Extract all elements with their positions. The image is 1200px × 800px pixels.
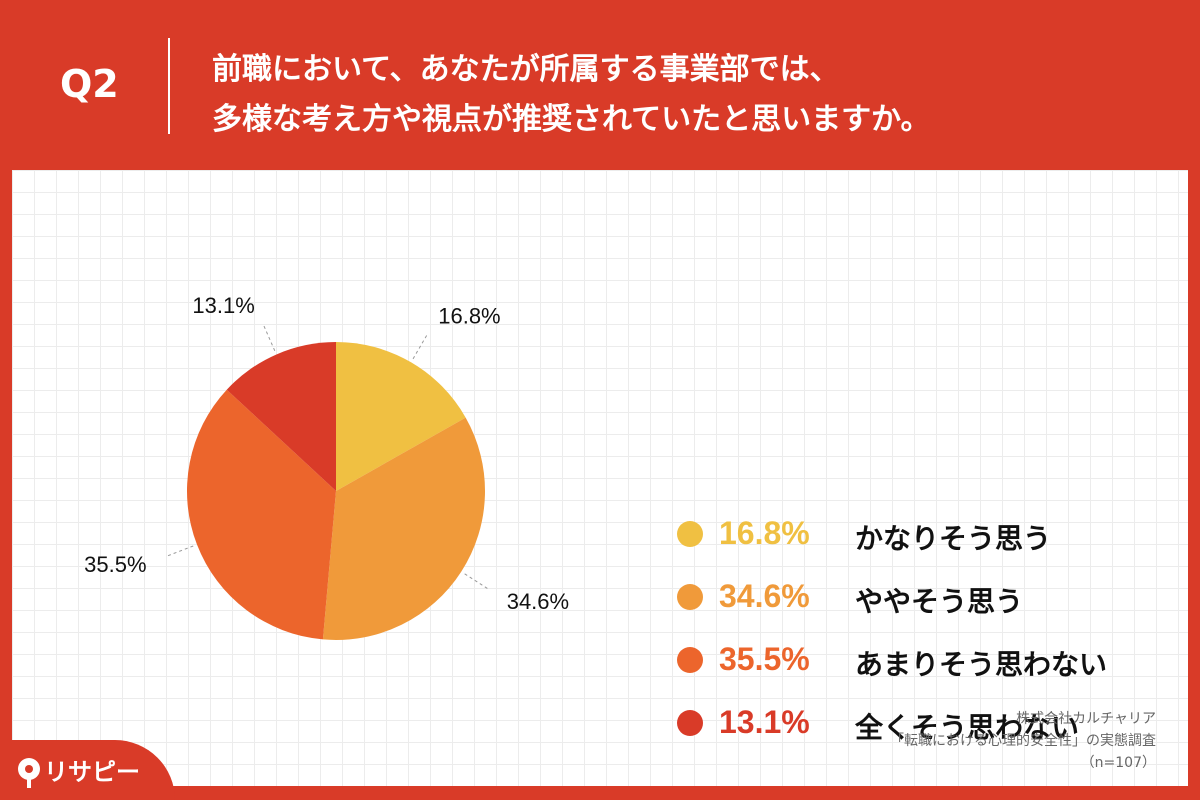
pie-data-label: 35.5%: [84, 552, 146, 577]
legend-item: 35.5% あまりそう思わない: [677, 641, 1137, 681]
legend-value: 35.5%: [719, 641, 810, 677]
pie-data-label: 16.8%: [438, 304, 500, 329]
pie-slice: [187, 389, 336, 640]
pin-icon-stem: [27, 778, 31, 788]
pie-leader-line: [165, 545, 194, 558]
question-text-line-2: 多様な考え方や視点が推奨されていたと思いますか。: [212, 102, 931, 137]
pie-leader-line: [464, 573, 491, 591]
legend-value: 13.1%: [719, 704, 810, 740]
legend-label: あまりそう思わない: [855, 648, 1108, 681]
pie-data-label: 34.6%: [507, 589, 569, 614]
pie-slice: [322, 417, 486, 640]
legend-item: 34.6% ややそう思う: [677, 578, 1137, 618]
question-number: Q2: [60, 62, 119, 106]
question-text-line-1: 前職において、あなたが所属する事業部では、: [212, 52, 840, 87]
legend-label: 全くそう思わない: [855, 711, 1080, 744]
question-header: Q2 前職において、あなたが所属する事業部では、 多様な考え方や視点が推奨されて…: [0, 0, 1200, 170]
legend-value: 16.8%: [719, 515, 810, 551]
legend-dot-icon: [677, 647, 703, 673]
pie-slice: [226, 342, 336, 491]
source-survey-title: 「転職における心理的安全性」の実態調査: [890, 733, 1156, 749]
legend-dot-icon: [677, 584, 703, 610]
source-sample-size: （n=107）: [1080, 755, 1156, 771]
pie-slice: [336, 342, 466, 491]
legend-item: 16.8% かなりそう思う: [677, 515, 1137, 555]
legend-dot-icon: [677, 710, 703, 736]
chart-panel: 16.8% 34.6% 35.5% 13.1% 16.8% かなりそう思う 34.6%…: [12, 170, 1188, 786]
pie-chart: 16.8% 34.6% 35.5% 13.1%: [84, 293, 569, 640]
pie-leader-line: [412, 332, 429, 360]
pin-icon: [18, 758, 40, 780]
legend-value: 34.6%: [719, 578, 810, 614]
brand-logo: リサピー: [44, 758, 140, 786]
legend-label: かなりそう思う: [855, 522, 1052, 555]
header-divider: [168, 38, 170, 134]
legend-label: ややそう思う: [855, 585, 1024, 618]
source-company: 株式会社カルチャリア: [1016, 711, 1156, 727]
legend-item: 13.1% 全くそう思わない: [677, 704, 1137, 744]
pie-leader-line: [262, 323, 276, 351]
legend-dot-icon: [677, 521, 703, 547]
pie-data-label: 13.1%: [192, 293, 254, 318]
source-note: 株式会社カルチャリア 「転職における心理的安全性」の実態調査 （n=107）: [890, 708, 1156, 774]
